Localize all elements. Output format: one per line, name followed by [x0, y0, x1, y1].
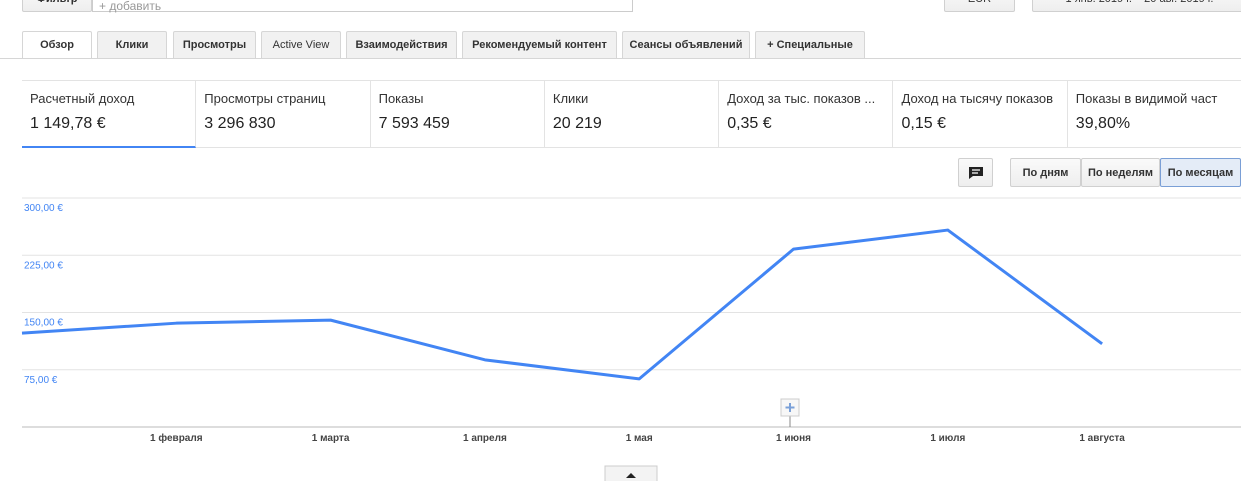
metric-label: Просмотры страниц — [204, 91, 326, 106]
annotation-button[interactable] — [958, 158, 993, 187]
metric-value: 1 149,78 € — [30, 115, 106, 132]
metric-label: Доход за тыс. показов ... — [727, 91, 876, 106]
x-tick-label: 1 февраля — [150, 432, 203, 444]
collapse-arrow — [626, 473, 636, 478]
tab[interactable]: Просмотры — [173, 31, 256, 58]
view-button[interactable]: По неделям — [1081, 158, 1160, 187]
x-tick-label: 1 мая — [626, 433, 653, 444]
metric-value: 3 296 830 — [204, 115, 276, 132]
metric-card[interactable]: Доход на тысячу показов 0,15 € — [894, 80, 1068, 148]
currency-select[interactable]: EUR — [944, 0, 1015, 12]
metric-value: 0,15 € — [901, 115, 946, 132]
metric-label: Доход на тысячу показов — [901, 91, 1054, 106]
x-tick-label: 1 апреля — [463, 433, 507, 444]
filter-button[interactable]: Фильтр — [22, 0, 92, 12]
metric-value: 7 593 459 — [378, 115, 450, 132]
tab[interactable]: Сеансы объявлений — [622, 31, 750, 58]
tab[interactable]: + Специальные — [755, 31, 865, 58]
tab-divider — [0, 58, 1241, 59]
metrics-row — [22, 80, 1241, 148]
metric-card[interactable]: Показы 7 593 459 — [371, 80, 545, 148]
plus-icon — [785, 403, 795, 412]
y-tick-label: 75,00 € — [24, 375, 58, 386]
metric-label: Клики — [552, 91, 589, 106]
date-range[interactable]: 1 янв. 2019 г. – 20 авг. 2019 г. — [1032, 0, 1241, 12]
metric-value: 20 219 — [552, 115, 602, 132]
x-tick-label: 1 июня — [776, 433, 811, 444]
metric-card[interactable]: Доход за тыс. показов ... 0,35 € — [719, 80, 894, 148]
metric-card[interactable]: Расчетный доход 1 149,78 € — [22, 80, 197, 148]
filter-input[interactable]: + добавить — [92, 0, 633, 13]
tab[interactable]: Взаимодействия — [346, 31, 457, 58]
tab[interactable]: Клики — [97, 31, 167, 58]
view-button[interactable]: По дням — [1010, 158, 1081, 187]
y-tick-label: 300,00 € — [24, 203, 63, 214]
line-series — [21, 228, 1103, 381]
metric-label: Показы в видимой част — [1075, 91, 1218, 106]
metric-label: Показы — [378, 91, 424, 106]
metric-card[interactable]: Показы в видимой част 39,80% — [1068, 80, 1241, 148]
tab[interactable]: Обзор — [22, 31, 92, 58]
view-button[interactable]: По месяцам — [1160, 158, 1241, 187]
tab[interactable]: Active View — [261, 31, 341, 58]
tab[interactable]: Рекомендуемый контент — [462, 31, 617, 58]
y-tick-label: 150,00 € — [24, 318, 63, 329]
x-tick-label: 1 марта — [312, 433, 350, 444]
comment-icon — [968, 166, 983, 179]
x-tick-label: 1 июля — [930, 433, 965, 444]
metric-label: Расчетный доход — [30, 91, 135, 106]
x-tick-label: 1 августа — [1079, 433, 1125, 444]
metric-card[interactable]: Просмотры страниц 3 296 830 — [196, 80, 371, 148]
y-tick-label: 225,00 € — [24, 260, 63, 271]
metric-value: 0,35 € — [727, 115, 772, 132]
metric-card[interactable]: Клики 20 219 — [545, 80, 720, 148]
metric-value: 39,80% — [1075, 115, 1131, 132]
